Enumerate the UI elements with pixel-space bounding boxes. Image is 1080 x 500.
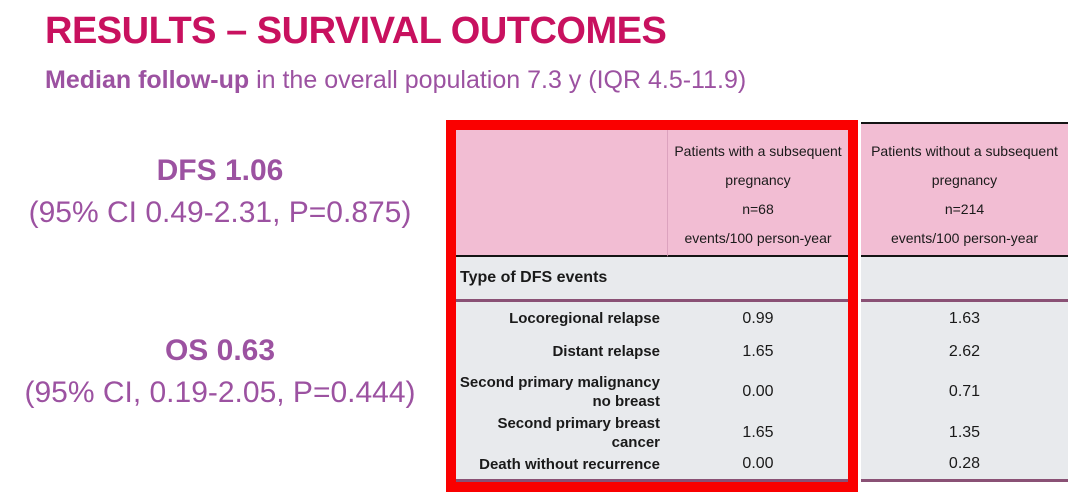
- value-with-pregnancy: 1.65: [668, 335, 848, 368]
- os-confidence-interval: (95% CI, 0.19-2.05, P=0.444): [24, 376, 416, 409]
- value-without-pregnancy: 1.35: [861, 416, 1068, 449]
- value-without-pregnancy: 1.63: [861, 302, 1068, 335]
- column-header-with-pregnancy: Patients with a subsequent pregnancy n=6…: [668, 122, 848, 257]
- dfs-confidence-interval: (95% CI 0.49-2.31, P=0.875): [28, 196, 412, 229]
- header-line: pregnancy: [931, 172, 998, 188]
- column-gap: [848, 257, 861, 302]
- header-line: n=214: [944, 201, 985, 217]
- row-label-death-without-recurrence: Death without recurrence: [455, 449, 668, 482]
- header-line: Patients without a subsequent: [871, 143, 1058, 159]
- value-without-pregnancy: 0.71: [861, 368, 1068, 416]
- value-without-pregnancy: 2.62: [861, 335, 1068, 368]
- value-with-pregnancy: 0.00: [668, 449, 848, 482]
- value-with-pregnancy: 0.00: [668, 368, 848, 416]
- column-header-without-pregnancy: Patients without a subsequent pregnancy …: [861, 122, 1068, 257]
- column-gap: [848, 416, 861, 449]
- dfs-events-table: Patients with a subsequent pregnancy n=6…: [455, 122, 1068, 482]
- dfs-stat-block: DFS 1.06 (95% CI 0.49-2.31, P=0.875): [8, 150, 432, 234]
- value-with-pregnancy: 0.99: [668, 302, 848, 335]
- header-line: n=68: [742, 201, 774, 217]
- column-gap: [848, 368, 861, 416]
- section-header-type-of-dfs-events: Type of DFS events: [455, 257, 848, 302]
- row-label-locoregional-relapse: Locoregional relapse: [455, 302, 668, 335]
- slide-title: RESULTS – SURVIVAL OUTCOMES: [45, 10, 667, 52]
- value-with-pregnancy: 1.65: [668, 416, 848, 449]
- row-label-second-primary-breast-cancer: Second primary breast cancer: [455, 415, 668, 451]
- row-label-second-primary-malignancy-no-breast: Second primary malignancy no breast: [455, 368, 668, 416]
- os-headline: OS 0.63: [164, 334, 276, 367]
- median-followup-line: Median follow-up in the overall populati…: [45, 66, 746, 95]
- value-without-pregnancy: 0.28: [861, 449, 1068, 482]
- os-stat-block: OS 0.63 (95% CI, 0.19-2.05, P=0.444): [8, 330, 432, 414]
- column-gap: [848, 122, 861, 257]
- section-header-filler-cell: [861, 257, 1068, 302]
- row-label-distant-relapse: Distant relapse: [455, 335, 668, 368]
- column-gap: [848, 449, 861, 482]
- header-line: events/100 person-year: [890, 230, 1039, 246]
- median-followup-rest: in the overall population 7.3 y (IQR 4.5…: [249, 66, 747, 94]
- median-followup-emphasis: Median follow-up: [45, 66, 250, 94]
- header-line: events/100 person-year: [684, 230, 832, 246]
- column-gap: [848, 335, 861, 368]
- column-gap: [848, 302, 861, 335]
- header-line: Patients with a subsequent: [674, 143, 842, 159]
- table-corner-cell: [455, 122, 668, 257]
- dfs-headline: DFS 1.06: [156, 154, 284, 187]
- header-line: pregnancy: [725, 172, 791, 188]
